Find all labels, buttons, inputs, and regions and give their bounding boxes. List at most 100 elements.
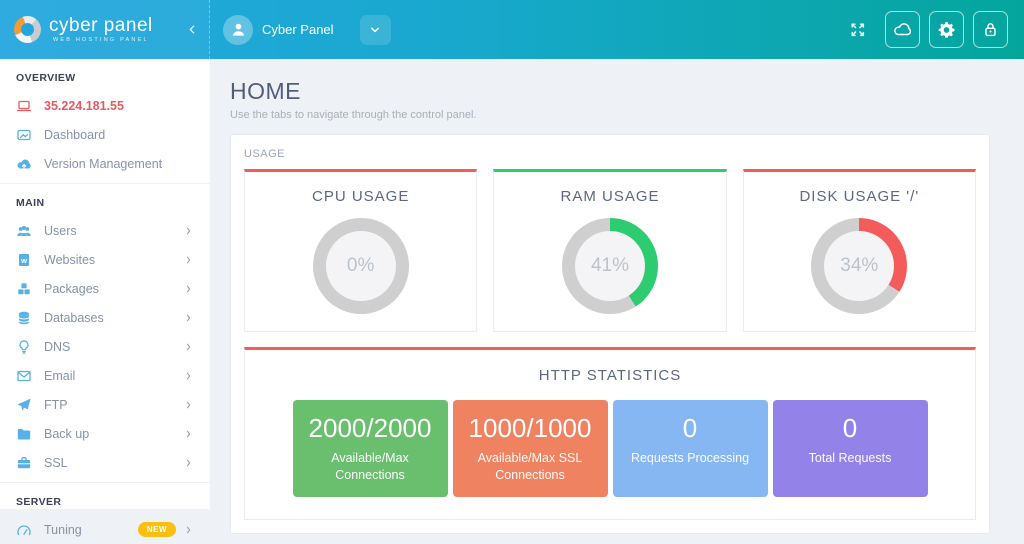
sidebar-item-dashboard[interactable]: Dashboard — [0, 120, 210, 149]
user-menu[interactable]: Cyber Panel — [223, 15, 334, 45]
sidebar-section-title: MAIN — [0, 184, 210, 216]
sidebar-item-35-224-181-55[interactable]: 35.224.181.55 — [0, 91, 210, 120]
gauge-row: CPU USAGE 0% RAM USAGE 41% DISK USAGE '/' 34% — [244, 169, 976, 332]
chevron-right-icon — [184, 400, 194, 410]
sidebar-item-label: SSL — [44, 456, 68, 470]
chevron-down-icon — [368, 23, 382, 37]
new-badge: NEW — [138, 522, 176, 537]
sidebar-item-label: Users — [44, 224, 77, 238]
sidebar-item-databases[interactable]: Databases — [0, 303, 210, 332]
gauge-value: 41% — [575, 231, 645, 301]
stat-label: Requests Processing — [627, 450, 754, 467]
gauge-card: RAM USAGE 41% — [493, 169, 726, 332]
user-avatar-icon — [223, 15, 253, 45]
gauge-card: CPU USAGE 0% — [244, 169, 477, 332]
brand-area: cyber panel WEB HOSTING PANEL — [0, 0, 210, 59]
usage-panel: USAGE CPU USAGE 0% RAM USAGE 41% DISK USAGE … — [230, 134, 990, 534]
paper-plane-icon — [16, 396, 33, 413]
expand-icon — [849, 21, 866, 38]
sidebar-item-ssl[interactable]: SSL — [0, 448, 210, 477]
chevron-left-icon[interactable] — [186, 23, 199, 36]
chevron-right-icon — [184, 371, 194, 381]
sidebar-item-back-up[interactable]: Back up — [0, 419, 210, 448]
sidebar-item-websites[interactable]: w Websites — [0, 245, 210, 274]
sidebar-item-label: Email — [44, 369, 75, 383]
user-name: Cyber Panel — [262, 22, 334, 37]
gear-button[interactable] — [929, 11, 964, 48]
stat-label: Total Requests — [787, 450, 914, 467]
briefcase-icon — [16, 454, 33, 471]
envelope-icon — [16, 367, 33, 384]
stat-box: 1000/1000 Available/Max SSL Connections — [453, 400, 608, 497]
sidebar-item-version-management[interactable]: Version Management — [0, 149, 210, 178]
sidebar-item-email[interactable]: Email — [0, 361, 210, 390]
http-stats-row: 2000/2000 Available/Max Connections 1000/1… — [245, 400, 975, 497]
stat-value: 0 — [787, 413, 914, 444]
dashboard-icon — [16, 126, 33, 143]
cloud-button[interactable] — [885, 11, 920, 48]
cyberpanel-swirl-logo — [14, 16, 41, 43]
sidebar-item-dns[interactable]: DNS — [0, 332, 210, 361]
sidebar-section-title: SERVER — [0, 483, 210, 515]
page-title: HOME — [230, 78, 990, 105]
top-header-bar: cyber panel WEB HOSTING PANEL Cyber Pane… — [0, 0, 1024, 59]
main-content: HOME Use the tabs to navigate through th… — [210, 59, 1024, 509]
sidebar-item-label: 35.224.181.55 — [44, 99, 124, 113]
donut-gauge: 41% — [562, 218, 658, 314]
sidebar-item-label: Tuning — [44, 523, 82, 537]
sidebar-item-ftp[interactable]: FTP — [0, 390, 210, 419]
sidebar-item-users[interactable]: Users — [0, 216, 210, 245]
lightbulb-icon — [16, 338, 33, 355]
cloud-icon — [893, 20, 912, 39]
sidebar-item-packages[interactable]: Packages — [0, 274, 210, 303]
chevron-right-icon — [184, 284, 194, 294]
usage-panel-title: USAGE — [244, 148, 976, 160]
lock-button[interactable] — [973, 11, 1008, 48]
expand-icon[interactable] — [849, 21, 866, 38]
header-actions — [849, 11, 1024, 48]
stat-label: Available/Max Connections — [307, 450, 434, 484]
packages-icon — [16, 280, 33, 297]
gauge-title: CPU USAGE — [245, 188, 476, 205]
sidebar-section: SERVER Tuning NEW — [0, 482, 210, 544]
website-document-icon: w — [16, 251, 33, 268]
gear-icon — [937, 20, 956, 39]
gauge-value: 0% — [326, 231, 396, 301]
sidebar-item-label: Packages — [44, 282, 99, 296]
sidebar-item-label: FTP — [44, 398, 68, 412]
chevron-right-icon — [184, 226, 194, 236]
chevron-right-icon — [184, 342, 194, 352]
stat-box: 0 Total Requests — [773, 400, 928, 497]
stat-label: Available/Max SSL Connections — [467, 450, 594, 484]
chevron-right-icon — [184, 313, 194, 323]
folder-icon — [16, 425, 33, 442]
gauge-title: DISK USAGE '/' — [744, 188, 975, 205]
sidebar-item-label: Dashboard — [44, 128, 105, 142]
donut-gauge: 34% — [811, 218, 907, 314]
logo-text: cyber panel WEB HOSTING PANEL — [49, 16, 153, 44]
chevron-right-icon — [184, 429, 194, 439]
sidebar-item-tuning[interactable]: Tuning NEW — [0, 515, 210, 544]
chevron-right-icon — [184, 458, 194, 468]
sidebar-item-label: DNS — [44, 340, 70, 354]
stat-value: 1000/1000 — [467, 413, 594, 444]
chevron-right-icon — [184, 255, 194, 265]
lock-icon — [981, 20, 1000, 39]
user-dropdown-button[interactable] — [360, 15, 391, 45]
sidebar-item-label: Version Management — [44, 157, 162, 171]
stat-value: 2000/2000 — [307, 413, 434, 444]
logo-subtitle: WEB HOSTING PANEL — [49, 38, 153, 44]
sidebar-item-label: Websites — [44, 253, 95, 267]
laptop-icon — [16, 97, 33, 114]
stat-box: 2000/2000 Available/Max Connections — [293, 400, 448, 497]
database-icon — [16, 309, 33, 326]
cloud-upload-icon — [16, 155, 33, 172]
logo-title: cyber panel — [49, 16, 153, 35]
gauge-title: RAM USAGE — [494, 188, 725, 205]
sidebar-item-label: Databases — [44, 311, 104, 325]
